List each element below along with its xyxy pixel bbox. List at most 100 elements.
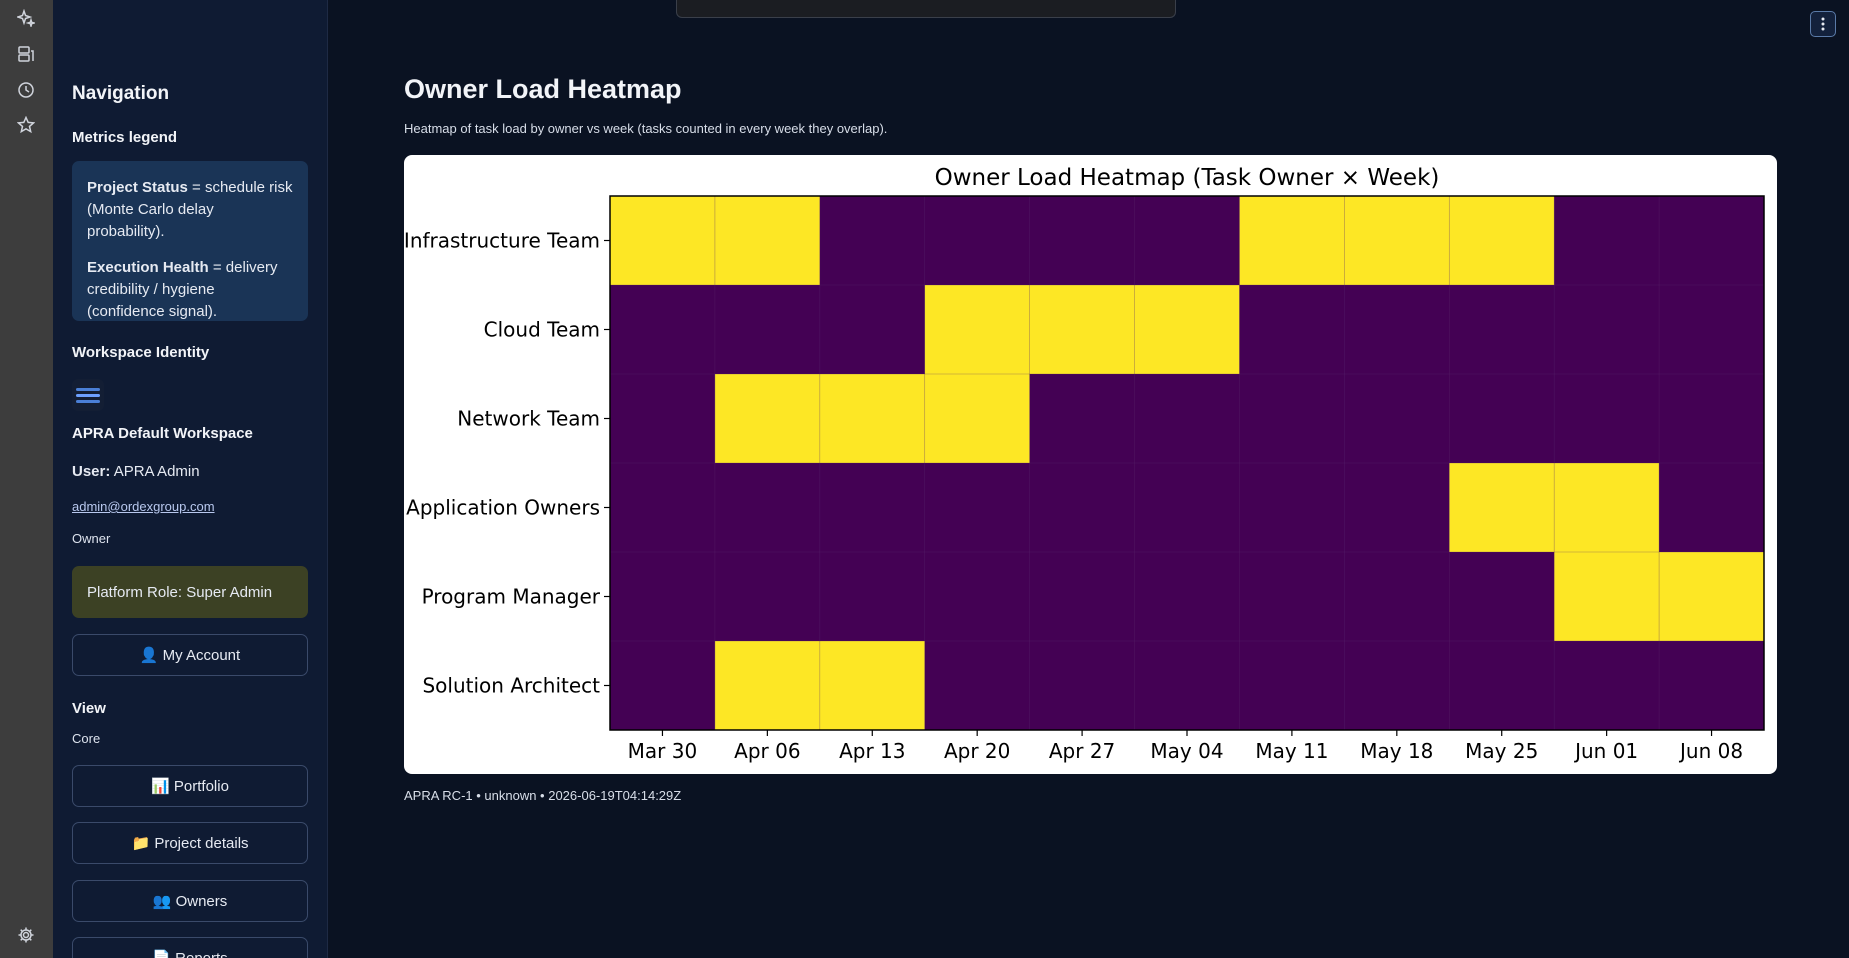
x-tick-label: Apr 06: [734, 739, 800, 763]
project-status-term: Project Status: [87, 179, 188, 196]
heatmap-cell: [1239, 463, 1345, 553]
main-menu-button[interactable]: [1810, 11, 1836, 37]
heatmap-cell: [1134, 196, 1240, 286]
heatmap-cell: [1134, 463, 1240, 553]
heatmap-cell: [714, 374, 821, 464]
heatmap-cell: [819, 463, 926, 553]
workspace-role: Owner: [72, 531, 111, 546]
history-icon[interactable]: [15, 79, 37, 101]
portfolio-button[interactable]: 📊 Portfolio: [72, 765, 308, 807]
heatmap-cell: [819, 374, 926, 464]
x-tick-label: Apr 13: [839, 739, 905, 763]
heatmap-cell: [714, 552, 821, 642]
workspace-logo: [72, 379, 104, 411]
heatmap-cell: [924, 374, 1031, 464]
heatmap-cell: [819, 285, 926, 375]
heatmap-cell: [1239, 196, 1345, 286]
heatmap-cell: [1659, 641, 1765, 731]
heatmap-cell: [1344, 196, 1450, 286]
heatmap-cell: [1659, 196, 1765, 286]
sidebar: Navigation Metrics legend Project Status…: [53, 0, 328, 958]
heatmap-cell: [714, 285, 821, 375]
heatmap-cell: [1449, 374, 1555, 464]
workspace-identity-heading: Workspace Identity: [72, 344, 210, 361]
heatmap-cell: [1134, 285, 1240, 375]
heatmap-cell: [1239, 641, 1345, 731]
heatmap-cell: [1239, 552, 1345, 642]
heatmap-cell: [1029, 641, 1136, 731]
heatmap-cell: [1344, 641, 1450, 731]
workspace-name: APRA Default Workspace: [72, 425, 253, 442]
page-caption: Heatmap of task load by owner vs week (t…: [404, 121, 888, 136]
heatmap-cell: [1239, 374, 1345, 464]
user-email-link[interactable]: admin@ordexgroup.com: [72, 499, 215, 514]
top-input-bar[interactable]: [676, 0, 1176, 18]
my-account-button[interactable]: 👤 My Account: [72, 634, 308, 676]
x-tick-label: Apr 20: [944, 739, 1010, 763]
x-tick-label: Mar 30: [628, 739, 698, 763]
y-tick-label: Solution Architect: [422, 674, 600, 698]
heatmap-cell: [1659, 552, 1765, 642]
view-group-label: Core: [72, 731, 101, 746]
icon-rail: [0, 0, 53, 958]
database-icon[interactable]: [15, 43, 37, 65]
heatmap-cell: [1554, 374, 1660, 464]
heatmap-cell: [610, 374, 716, 464]
x-tick-label: May 11: [1255, 739, 1328, 763]
platform-role-badge: Platform Role: Super Admin: [72, 566, 308, 618]
heatmap-cell: [714, 463, 821, 553]
workspace-user: User: APRA Admin: [72, 463, 308, 480]
project-status-desc: = schedule risk (Monte Carlo delay proba…: [87, 179, 293, 240]
heatmap-cell: [1659, 374, 1765, 464]
heatmap-cell: [924, 463, 1031, 553]
heatmap-cell: [1449, 641, 1555, 731]
owners-button[interactable]: 👥 Owners: [72, 880, 308, 922]
heatmap-cell: [1134, 552, 1240, 642]
heatmap-cell: [610, 463, 716, 553]
sparkle-icon[interactable]: [15, 7, 37, 29]
heatmap-cell: [1554, 285, 1660, 375]
user-label: User:: [72, 463, 111, 480]
heatmap-cell: [1344, 552, 1450, 642]
heatmap-cell: [610, 285, 716, 375]
heatmap-cell: [1239, 285, 1345, 375]
heatmap-cell: [1029, 463, 1136, 553]
owner-load-heatmap: Owner Load Heatmap (Task Owner × Week) In…: [404, 165, 1765, 763]
heatmap-cell: [1554, 196, 1660, 286]
y-tick-label: Cloud Team: [484, 318, 600, 342]
heatmap-cell: [1029, 374, 1136, 464]
heatmap-cell: [1134, 641, 1240, 731]
heatmap-cell: [819, 196, 926, 286]
heatmap-cell: [1449, 552, 1555, 642]
y-tick-label: Network Team: [457, 407, 600, 431]
x-tick-label: Jun 08: [1678, 739, 1743, 763]
y-tick-label: Infrastructure Team: [404, 229, 600, 253]
project-status-legend: Project Status = schedule risk (Monte Ca…: [87, 177, 293, 243]
heatmap-cell: [1659, 463, 1765, 553]
heatmap-cell: [1344, 463, 1450, 553]
project-details-button[interactable]: 📁 Project details: [72, 822, 308, 864]
x-tick-label: May 18: [1360, 739, 1433, 763]
heatmap-cell: [1134, 374, 1240, 464]
execution-health-desc: = delivery credibility / hygiene (confid…: [87, 259, 278, 320]
heatmap-cell: [1449, 196, 1555, 286]
heatmap-cell: [1029, 285, 1136, 375]
heatmap-cell: [610, 641, 716, 731]
x-tick-label: May 04: [1150, 739, 1223, 763]
reports-button[interactable]: 📄 Reports: [72, 937, 308, 958]
execution-health-legend: Execution Health = delivery credibility …: [87, 257, 293, 323]
y-tick-label: Program Manager: [422, 585, 601, 609]
heatmap-cell: [1659, 285, 1765, 375]
execution-health-term: Execution Health: [87, 259, 209, 276]
kebab-menu-icon: [1821, 17, 1825, 31]
heatmap-card: Owner Load Heatmap (Task Owner × Week) In…: [404, 155, 1777, 774]
heatmap-cell: [1344, 285, 1450, 375]
heatmap-cell: [924, 196, 1031, 286]
heatmap-cell: [924, 285, 1031, 375]
heatmap-cell: [1449, 285, 1555, 375]
heatmap-cell: [714, 196, 821, 286]
star-icon[interactable]: [15, 114, 37, 136]
x-tick-label: May 25: [1465, 739, 1538, 763]
heatmap-cell: [924, 552, 1031, 642]
gear-icon[interactable]: [15, 924, 37, 946]
